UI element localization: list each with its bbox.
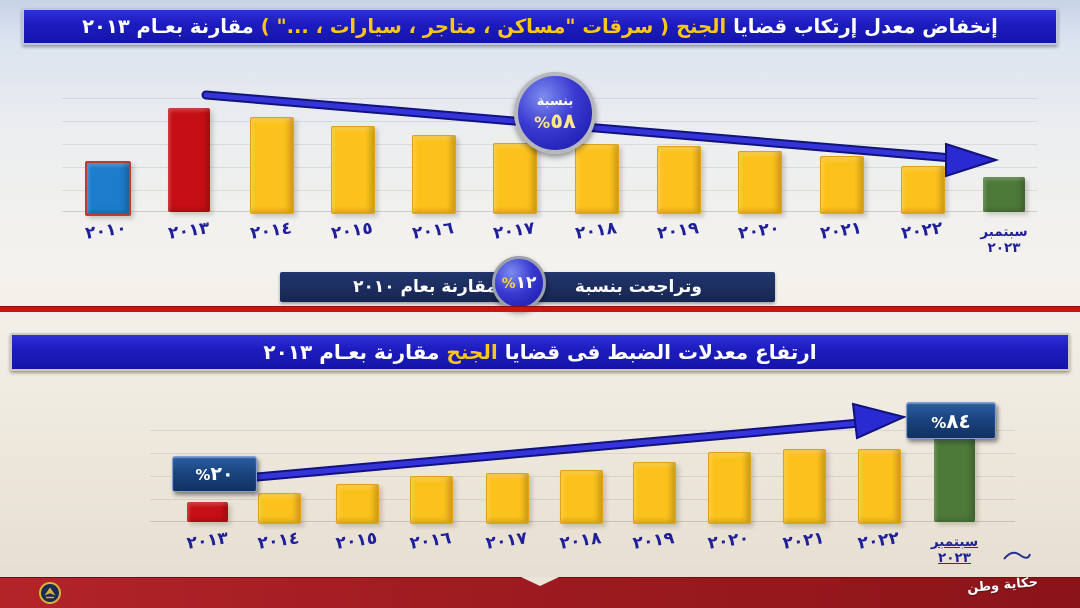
year-label-٢٠١٦: ٢٠١٦	[411, 218, 455, 244]
bar-٢٠١٥	[336, 484, 379, 524]
year-label-٢٠١٥: ٢٠١٥	[334, 528, 379, 554]
bar-٢٠١٩	[633, 462, 676, 524]
arrow-down-head	[945, 142, 1000, 178]
year-label-٢٠١٦: ٢٠١٦	[408, 528, 453, 554]
arrow-up-head	[851, 402, 908, 440]
percent-sign: %	[195, 465, 211, 484]
bar-٢٠١٤	[258, 493, 301, 524]
red-divider	[0, 306, 1080, 312]
title-banner-top: إنخفاض معدل إرتكاب قضايا الجنح ( سرقات "…	[22, 8, 1058, 45]
percent-sign: %	[931, 413, 947, 432]
badge-58-percent: بنسبة % ٥٨	[514, 72, 596, 154]
bar-٢٠١٧	[493, 143, 537, 214]
bar-٢٠٢١	[820, 156, 864, 214]
percent-sign: %	[501, 275, 516, 292]
badge-12-percent: % ١٢	[492, 256, 546, 310]
year-label-٢٠٢٢: ٢٠٢٢	[900, 218, 944, 244]
year-label-٢٠٢١: ٢٠٢١	[819, 218, 863, 244]
mark-20-percent: % ٢٠	[172, 456, 257, 492]
year-label-٢٠١٧: ٢٠١٧	[484, 528, 529, 554]
year-label-٢٠١٠: ٢٠١٠	[84, 218, 128, 244]
year-label-٢٠١٥: ٢٠١٥	[330, 218, 374, 244]
badge-58-value: % ٥٨	[534, 109, 576, 133]
title-banner-second: ارتفاع معدلات الضبط فى قضايا الجنح مقارن…	[10, 333, 1070, 371]
middle-banner-lead: وتراجعت بنسبة	[574, 277, 702, 297]
bar-٢٠١٨	[575, 144, 619, 214]
middle-banner-tail: مقارنة بعام ٢٠١٠	[353, 277, 497, 297]
bar-سبتمبر ٢٠٢٣	[983, 177, 1025, 212]
bar-٢٠٢٠	[738, 151, 782, 214]
title2-part1: ارتفاع معدلات الضبط فى قضايا	[504, 340, 817, 364]
bar-٢٠٢٢	[858, 449, 901, 524]
year-label-٢٠١٨: ٢٠١٨	[558, 528, 603, 554]
year-label-٢٠٢٠: ٢٠٢٠	[737, 218, 781, 244]
year-label-سبتمبر ٢٠٢٣: سبتمبر ٢٠٢٣	[930, 534, 979, 566]
bar-٢٠١٦	[410, 476, 453, 524]
year-label-٢٠٢١: ٢٠٢١	[781, 528, 826, 554]
year-label-٢٠١٣: ٢٠١٣	[167, 218, 211, 244]
bar-٢٠١٨	[560, 470, 603, 524]
mark-84-value: % ٨٤	[931, 408, 971, 433]
bar-٢٠١٧	[486, 473, 529, 524]
year-label-٢٠٢٠: ٢٠٢٠	[706, 528, 751, 554]
bar-٢٠٢٢	[901, 166, 945, 214]
year-label-٢٠١٤: ٢٠١٤	[249, 218, 293, 244]
bar-٢٠١٩	[657, 146, 701, 214]
badge-12-value: % ١٢	[501, 272, 537, 293]
title-top-keyword: الجنح	[676, 15, 727, 38]
badge-58-label: بنسبة	[536, 94, 574, 109]
year-label-٢٠١٣: ٢٠١٣	[185, 528, 230, 554]
year-label-٢٠١٧: ٢٠١٧	[492, 218, 536, 244]
percent-sign: %	[534, 113, 551, 132]
bar-٢٠١٠	[85, 161, 131, 216]
bar-٢٠١٣	[187, 502, 228, 522]
bar-٢٠٢١	[783, 449, 826, 524]
year-label-٢٠١٨: ٢٠١٨	[574, 218, 618, 244]
bar-٢٠١٤	[250, 117, 294, 214]
title-top-parenthetical: ( سرقات "مساكن ، متاجر ، سيارات ، ..." )	[260, 15, 670, 38]
year-label-٢٠١٤: ٢٠١٤	[256, 528, 301, 554]
mark-84-percent: % ٨٤	[906, 402, 996, 439]
year-label-٢٠٢٢: ٢٠٢٢	[856, 528, 901, 554]
year-label-سبتمبر ٢٠٢٣: سبتمبر ٢٠٢٣	[980, 224, 1028, 256]
year-label-٢٠١٩: ٢٠١٩	[631, 528, 676, 554]
year-label-٢٠١٩: ٢٠١٩	[656, 218, 700, 244]
hekaya-logo-mark	[1003, 551, 1031, 560]
title2-keyword: الجنح	[446, 340, 498, 364]
bar-٢٠٢٠	[708, 452, 751, 524]
bar-٢٠١٣	[168, 108, 210, 212]
bar-٢٠١٥	[331, 126, 375, 214]
bar-سبتمبر ٢٠٢٣	[934, 438, 975, 522]
title2-part2: مقارنة بعـام ٢٠١٣	[263, 340, 440, 364]
title-top-part1: إنخفاض معدل إرتكاب قضايا	[733, 15, 998, 38]
mark-20-value: % ٢٠	[195, 462, 234, 485]
footer-notch	[521, 577, 559, 586]
bar-٢٠١٦	[412, 135, 456, 214]
title-top-part2: مقارنة بعـام ٢٠١٣	[82, 15, 254, 38]
